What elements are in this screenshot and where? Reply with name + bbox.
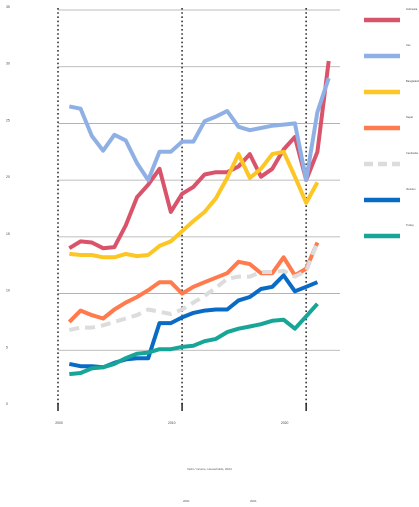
ytick-label: 5 xyxy=(6,345,8,349)
xtick-label: 2000 xyxy=(55,421,63,425)
series-line-cambodia xyxy=(68,241,320,332)
footer-year-right: 2001 xyxy=(250,499,257,503)
ytick-label: 20 xyxy=(6,175,10,179)
legend-label-bangladesh: Bangladesh xyxy=(406,79,419,83)
xtick-label: 2020 xyxy=(281,421,289,425)
series-line-bangladesh xyxy=(69,149,320,260)
legend-label-turkey: Turkey xyxy=(406,223,415,227)
vertical-markers xyxy=(57,8,307,407)
ytick-label: 35 xyxy=(6,5,10,9)
xtick-label: 2010 xyxy=(168,421,176,425)
series-line-turkey xyxy=(69,302,319,377)
ytick-label: 25 xyxy=(6,118,10,122)
series-line-indonesia xyxy=(68,60,331,251)
legend-label-indonesia: Indonesia xyxy=(406,7,418,11)
legend-label-iran: Iran xyxy=(406,43,411,47)
axes: 0 5 10 15 20 25 30 35 2000 2010 2020 xyxy=(6,5,307,425)
ytick-label: 10 xyxy=(6,289,10,293)
footer-caption: Debt / income, Households, 2024 xyxy=(187,467,232,471)
ytick-label: 30 xyxy=(6,62,10,66)
legend-label-nepal: Nepal xyxy=(406,115,413,119)
legend-label-cambodia: Cambodia xyxy=(406,151,418,155)
series-line-nepal xyxy=(67,241,320,324)
series-line-iran xyxy=(68,77,331,183)
ytick-label: 15 xyxy=(6,232,10,236)
footer-year-left: 2001 xyxy=(183,499,190,503)
ytick-label: 0 xyxy=(6,402,8,406)
legend-label-vietnam: Vietnam xyxy=(406,187,415,191)
series-lines xyxy=(67,60,331,377)
gridlines xyxy=(58,9,340,351)
legend: Indonesia Iran Bangladesh Nepal Cambodia Viet… xyxy=(364,7,419,239)
